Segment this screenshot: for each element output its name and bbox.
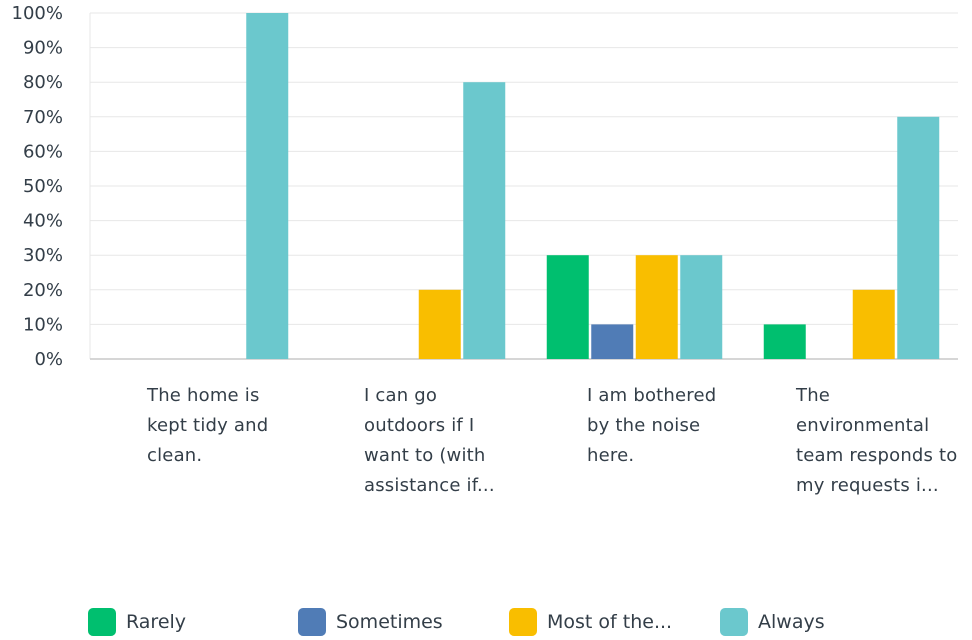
x-category-label-line: clean.	[147, 445, 203, 466]
x-category-label-line: The	[796, 385, 831, 406]
bar-always[interactable]	[897, 116, 940, 359]
y-tick-label: 50%	[23, 176, 63, 197]
x-category-label: I can go outdoors if I want to (with assist…	[364, 381, 534, 501]
x-category-label-line: team responds to	[796, 445, 958, 466]
bar-always[interactable]	[680, 255, 723, 359]
legend-item-always[interactable]: Always	[720, 608, 825, 636]
y-tick-label: 60%	[23, 141, 63, 162]
y-tick-label: 100%	[12, 3, 63, 24]
bar-always[interactable]	[463, 82, 506, 359]
x-category-label-line: kept tidy and	[147, 415, 269, 436]
legend-item-rarely[interactable]: Rarely	[88, 608, 186, 636]
bar-rarely[interactable]	[763, 324, 806, 359]
x-category-label-line: my requests i...	[796, 475, 939, 496]
y-tick-label: 70%	[23, 107, 63, 128]
bar-always[interactable]	[246, 13, 289, 359]
legend-swatch-most-of-the	[509, 608, 537, 636]
y-tick-label: 20%	[23, 280, 63, 301]
legend-label: Always	[758, 611, 825, 633]
y-tick-label: 90%	[23, 38, 63, 59]
y-tick-label: 40%	[23, 211, 63, 232]
bar-most-of-the[interactable]	[418, 289, 461, 359]
y-tick-label: 10%	[23, 314, 63, 335]
x-category-label-line: outdoors if I	[364, 415, 475, 436]
legend-item-most-of-the[interactable]: Most of the...	[509, 608, 672, 636]
bar-most-of-the[interactable]	[635, 255, 678, 359]
x-category-label-line: I can go	[364, 385, 438, 406]
legend-item-sometimes[interactable]: Sometimes	[298, 608, 443, 636]
x-category-label-line: want to (with	[364, 445, 486, 466]
x-category-label: The home is kept tidy and clean.	[147, 381, 317, 471]
x-category-label-line: The home is	[147, 385, 260, 406]
y-tick-label: 0%	[34, 349, 63, 370]
x-category-label: The environmental team responds to my reque…	[796, 381, 966, 501]
x-category-label: I am bothered by the noise here.	[587, 381, 757, 471]
x-category-label-line: here.	[587, 445, 635, 466]
y-tick-label: 80%	[23, 72, 63, 93]
legend-swatch-sometimes	[298, 608, 326, 636]
x-category-label-line: by the noise	[587, 415, 701, 436]
legend-label: Rarely	[126, 611, 187, 633]
x-category-label-line: I am bothered	[587, 385, 717, 406]
legend: Rarely Sometimes Most of the... Always	[0, 608, 972, 640]
x-category-label-line: assistance if...	[364, 475, 495, 496]
legend-label: Most of the...	[547, 611, 673, 633]
legend-label: Sometimes	[336, 611, 443, 633]
bar-most-of-the[interactable]	[852, 289, 895, 359]
bar-sometimes[interactable]	[591, 324, 634, 359]
legend-swatch-always	[720, 608, 748, 636]
x-category-label-line: environmental	[796, 415, 930, 436]
bar-chart: 0% 10% 20% 30% 40% 50% 60% 70% 80% 90% 100%	[12, 3, 958, 370]
bar-rarely[interactable]	[546, 255, 589, 359]
legend-swatch-rarely	[88, 608, 116, 636]
y-tick-label: 30%	[23, 245, 63, 266]
